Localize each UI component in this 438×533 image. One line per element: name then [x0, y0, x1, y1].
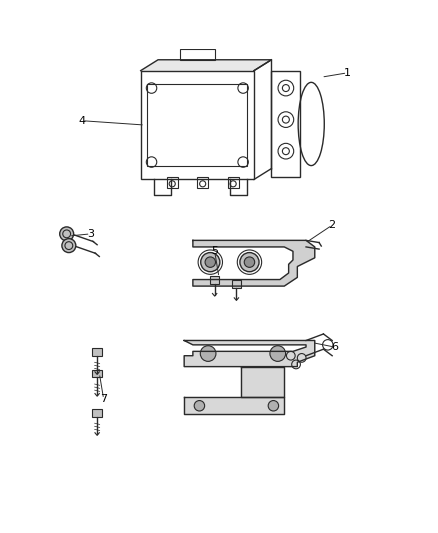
Circle shape [270, 346, 286, 361]
Bar [141, 71, 254, 180]
Circle shape [268, 400, 279, 411]
Text: 4: 4 [78, 116, 85, 126]
Polygon shape [193, 240, 315, 286]
Polygon shape [241, 367, 284, 397]
Polygon shape [184, 341, 315, 367]
Circle shape [201, 253, 220, 272]
Circle shape [60, 227, 74, 241]
Bar [210, 276, 219, 284]
Polygon shape [184, 397, 284, 415]
Bar [92, 370, 102, 377]
Circle shape [62, 239, 76, 253]
Bar [92, 409, 102, 417]
Circle shape [205, 257, 215, 268]
Polygon shape [141, 60, 272, 71]
Text: 1: 1 [344, 68, 351, 78]
Bar [272, 71, 300, 177]
Text: 6: 6 [331, 342, 338, 352]
Bar [197, 177, 208, 188]
Text: 2: 2 [328, 220, 336, 230]
Bar [180, 49, 215, 60]
Circle shape [244, 257, 254, 268]
Text: 7: 7 [100, 394, 107, 404]
Circle shape [194, 400, 205, 411]
Circle shape [200, 346, 216, 361]
Bar [232, 280, 241, 288]
Circle shape [240, 253, 259, 272]
Bar [167, 177, 178, 188]
Bar [92, 348, 102, 356]
Text: 3: 3 [87, 229, 94, 239]
Text: 5: 5 [211, 246, 218, 256]
Bar [228, 177, 239, 188]
Bar [147, 84, 247, 166]
